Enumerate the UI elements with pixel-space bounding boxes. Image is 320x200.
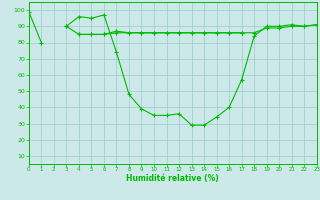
X-axis label: Humidité relative (%): Humidité relative (%) bbox=[126, 174, 219, 183]
